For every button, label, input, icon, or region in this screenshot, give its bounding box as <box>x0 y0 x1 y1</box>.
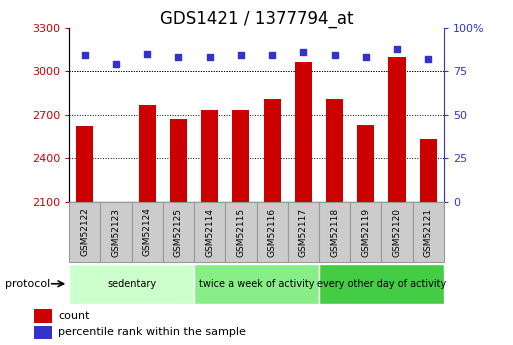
Bar <box>69 264 194 304</box>
Bar <box>288 202 319 262</box>
Bar <box>194 264 319 304</box>
Bar <box>139 105 156 202</box>
Point <box>268 53 276 58</box>
Point <box>362 55 370 60</box>
Bar <box>194 202 225 262</box>
Bar <box>101 202 132 262</box>
Text: GSM52115: GSM52115 <box>236 207 245 257</box>
Text: protocol: protocol <box>5 279 50 289</box>
Bar <box>350 202 381 262</box>
Bar <box>76 126 93 202</box>
Bar <box>34 326 52 339</box>
Bar <box>163 202 194 262</box>
Text: every other day of activity: every other day of activity <box>317 279 446 289</box>
Text: GSM52121: GSM52121 <box>424 207 432 257</box>
Bar <box>170 119 187 202</box>
Bar <box>420 139 437 202</box>
Bar <box>225 202 256 262</box>
Bar <box>388 57 405 202</box>
Bar <box>381 202 412 262</box>
Bar <box>69 202 101 262</box>
Point <box>330 53 339 58</box>
Point <box>237 53 245 58</box>
Bar <box>34 309 52 323</box>
Bar <box>357 125 374 202</box>
Bar <box>264 99 281 202</box>
Point <box>299 49 307 55</box>
Bar <box>132 202 163 262</box>
Text: count: count <box>58 311 90 321</box>
Point <box>81 53 89 58</box>
Point <box>424 56 432 62</box>
Text: GSM52125: GSM52125 <box>174 207 183 257</box>
Text: GSM52120: GSM52120 <box>392 207 402 257</box>
Bar <box>412 202 444 262</box>
Bar <box>319 202 350 262</box>
Text: GSM52123: GSM52123 <box>111 207 121 257</box>
Text: GSM52122: GSM52122 <box>81 208 89 256</box>
Point <box>143 51 151 57</box>
Bar <box>256 202 288 262</box>
Point <box>393 46 401 51</box>
Text: GDS1421 / 1377794_at: GDS1421 / 1377794_at <box>160 10 353 28</box>
Bar <box>326 99 343 202</box>
Text: GSM52116: GSM52116 <box>268 207 277 257</box>
Text: GSM52117: GSM52117 <box>299 207 308 257</box>
Text: twice a week of activity: twice a week of activity <box>199 279 314 289</box>
Bar <box>232 110 249 202</box>
Bar <box>295 62 312 202</box>
Text: GSM52124: GSM52124 <box>143 208 152 256</box>
Point <box>206 55 214 60</box>
Bar <box>201 110 218 202</box>
Text: sedentary: sedentary <box>107 279 156 289</box>
Text: GSM52119: GSM52119 <box>361 207 370 257</box>
Text: percentile rank within the sample: percentile rank within the sample <box>58 327 246 337</box>
Text: GSM52114: GSM52114 <box>205 207 214 257</box>
Point <box>112 61 120 67</box>
Text: GSM52118: GSM52118 <box>330 207 339 257</box>
Point <box>174 55 183 60</box>
Bar <box>319 264 444 304</box>
